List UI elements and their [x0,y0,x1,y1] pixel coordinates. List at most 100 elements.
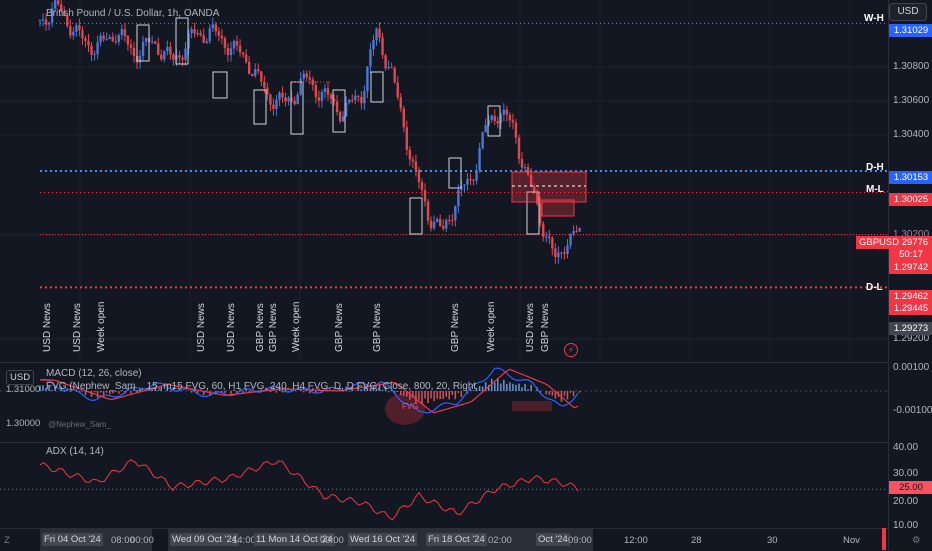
candle-body [166,46,169,52]
price-chart[interactable] [0,0,888,360]
candle-body [429,220,433,229]
adx-legend[interactable]: ADX (14, 14) [46,446,104,457]
main-chart-pane[interactable]: British Pound / U.S. Dollar, 1h, OANDA W… [0,0,888,360]
range-box [136,24,150,62]
low-price-tag: 1.29742 [889,261,932,274]
candle-body [50,8,54,23]
candle-body [123,29,127,37]
candle-body [396,82,399,98]
candle-body [442,226,445,229]
currency-button[interactable]: USD [889,3,927,21]
candle-body [481,132,484,149]
crosshair-price-tag: 1.29273 [889,322,932,335]
macd-tick: -0.00100 [893,405,932,416]
time-label: 14:00 [232,535,256,546]
time-label: Oct '24 [536,533,570,546]
macd-pane[interactable]: MACD (12, 26, close) FVG (Nephew_Sam_, 1… [0,362,888,440]
candle-body [448,219,451,221]
candle-body [132,47,136,56]
candle-body [484,125,487,133]
candle-body [311,79,315,86]
news-label: GBP News [334,303,345,352]
candle-body [105,39,108,41]
candle-body [393,68,396,83]
candle-body [390,67,393,69]
adx-pane[interactable]: ADX (14, 14) [0,442,888,528]
candle-body [372,40,375,50]
dl2-price-tag: 1.29445 [889,302,932,315]
time-axis[interactable]: Fri 04 Oct '24 08:00 00:00 Wed 09 Oct '2… [0,528,921,551]
price-tick: 1.29200 [893,333,930,344]
symbol-legend[interactable]: British Pound / U.S. Dollar, 1h, OANDA [46,8,220,19]
candle-body [463,184,466,186]
news-label: GBP News [450,303,461,352]
price-axis[interactable]: 1.30800 1.30600 1.30400 1.30200 1.29200 … [888,0,932,550]
candle-body [317,97,321,101]
candle-body [63,11,66,16]
candle-body [384,55,387,69]
candle-body [354,95,357,100]
candle-body [111,36,114,42]
time-label: 12:00 [624,535,648,546]
candle-body [551,237,554,249]
candle-body [341,116,345,122]
candle-body [299,78,302,95]
candle-body [241,52,245,55]
candle-body [154,41,157,44]
candle-body [211,24,214,29]
candle-body [169,46,172,55]
macd-chart[interactable] [0,362,888,441]
candle-body [217,31,221,36]
candle-body [338,112,342,122]
candle-body [150,41,154,43]
candle-body [144,37,148,42]
pane-currency-button[interactable]: USD [6,370,35,385]
fvg-legend[interactable]: FVG (Nephew_Sam_, 15, m15 FVG, 60, H1 FV… [46,381,476,392]
range-box [253,89,267,125]
settings-gear-icon[interactable]: ⚙ [912,535,921,546]
candle-body [426,201,430,221]
candle-body [87,40,90,46]
lightning-icon[interactable]: ⚡ [564,343,578,357]
candle-body [293,100,296,105]
candle-body [466,179,469,185]
adx-chart[interactable] [0,442,888,529]
candle-body [244,54,248,62]
candle-body [335,101,339,113]
candle-body [545,236,548,238]
candle-body [238,45,242,53]
candle-body [457,189,460,207]
candle-body [260,71,263,82]
candle-body [575,231,578,233]
candle-body [351,99,354,101]
candle-body [435,219,439,222]
news-label: Week open [96,301,107,352]
candle-body [366,66,369,92]
candle-body [302,73,305,79]
candle-body [72,31,75,36]
adx-tick: 10.00 [893,520,919,531]
candle-body [563,252,566,254]
macd-legend[interactable]: MACD (12, 26, close) [46,368,142,379]
fvg-highlight [512,401,552,411]
zoom-corner-button[interactable]: Z [4,535,10,546]
candle-body [566,245,569,254]
candle-body [275,99,278,110]
dl-price-tag: 1.29462 [889,290,932,303]
candle-body [578,227,581,232]
candle-body [190,29,193,34]
range-box [526,191,540,235]
candle-body [229,48,233,56]
candle-body [554,248,557,258]
candle-body [548,236,551,238]
time-label: 00:00 [130,535,154,546]
candle-body [423,190,427,202]
news-label: Week open [486,301,497,352]
candle-body [129,44,133,48]
candle-body [269,94,272,105]
candle-body [126,36,130,45]
time-label: Fri 04 Oct '24 [42,533,103,546]
realtime-marker [882,528,886,550]
candle-body [38,19,42,21]
candle-body [120,29,124,36]
